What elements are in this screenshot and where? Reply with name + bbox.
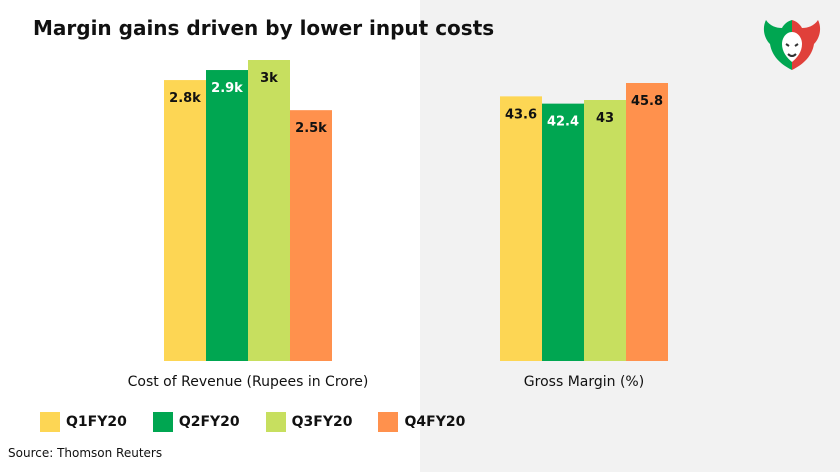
margin-data-label-q2fy20: 42.4 (547, 115, 579, 130)
margin-bar-q2fy20 (542, 103, 584, 361)
legend-swatch-q4 (378, 412, 399, 432)
legend-item-q2: Q2FY20 (152, 412, 240, 432)
margin-bar-q4fy20 (626, 83, 668, 361)
cost-data-label-q2fy20: 2.9k (211, 81, 243, 96)
legend: Q1FY20 Q2FY20 Q3FY20 Q4FY20 (40, 412, 491, 432)
legend-swatch-q1 (40, 412, 60, 432)
margin-data-label-q4fy20: 45.8 (631, 94, 663, 109)
legend-label-q3: Q3FY20 (291, 414, 353, 430)
cost-of-revenue-axis-label: Cost of Revenue (Rupees in Crore) (128, 374, 369, 390)
margin-bar-q1fy20 (500, 96, 542, 362)
gross-margin-axis-label: Gross Margin (%) (524, 374, 644, 390)
legend-item-q1: Q1FY20 (40, 412, 127, 432)
gross-margin-chart: Gross Margin (%) 43.6 42.4 43 45.8 (500, 83, 668, 390)
cost-data-label-q1fy20: 2.8k (169, 91, 201, 106)
margin-data-label-q3fy20: 43 (596, 111, 614, 126)
margin-data-label-q1fy20: 43.6 (505, 107, 537, 122)
cost-bar-q2fy20 (206, 70, 248, 362)
cost-of-revenue-chart: Cost of Revenue (Rupees in Crore) 2.8k 2.… (128, 60, 369, 390)
cost-bar-q1fy20 (164, 80, 206, 362)
legend-swatch-q2 (152, 412, 173, 432)
cost-bar-q3fy20 (248, 60, 290, 361)
cost-bar-q4fy20 (290, 110, 332, 362)
cost-data-label-q3fy20: 3k (260, 71, 278, 86)
legend-label-q1: Q1FY20 (66, 414, 127, 430)
legend-swatch-q3 (265, 412, 286, 432)
bull-bear-logo-icon (763, 20, 821, 70)
chart-title: Margin gains driven by lower input costs (33, 16, 495, 40)
legend-item-q4: Q4FY20 (378, 412, 465, 432)
legend-label-q2: Q2FY20 (178, 414, 240, 430)
source-note: Source: Thomson Reuters (8, 446, 163, 460)
margin-bar-q3fy20 (584, 99, 626, 361)
cost-data-label-q4fy20: 2.5k (295, 121, 327, 136)
legend-item-q3: Q3FY20 (265, 412, 353, 432)
legend-label-q4: Q4FY20 (404, 414, 466, 430)
